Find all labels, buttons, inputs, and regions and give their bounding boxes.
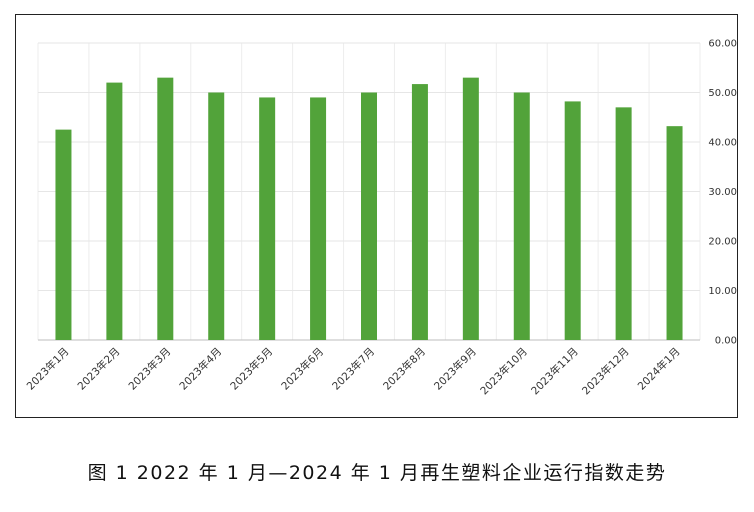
bar	[513, 92, 530, 340]
x-tick-label: 2023年7月	[329, 345, 377, 393]
y-tick-label: 40.00	[708, 138, 737, 149]
bar	[462, 77, 479, 341]
bar	[615, 107, 632, 340]
bars	[55, 77, 683, 341]
y-tick-label: 60.00	[708, 39, 737, 50]
x-tick-label: 2023年11月	[528, 345, 580, 397]
bar	[106, 82, 123, 340]
x-tick-label: 2023年12月	[579, 345, 631, 397]
y-tick-label: 50.00	[708, 88, 737, 99]
x-tick-label: 2023年6月	[279, 345, 327, 393]
bar	[564, 101, 581, 340]
bar	[666, 126, 683, 340]
x-tick-label: 2023年10月	[477, 345, 529, 397]
x-tick-label: 2023年5月	[228, 345, 276, 393]
bar	[259, 97, 276, 340]
bar	[55, 129, 72, 340]
y-tick-label: 30.00	[708, 187, 737, 198]
y-tick-label: 0.00	[715, 336, 737, 347]
y-tick-label: 10.00	[708, 286, 737, 297]
x-tick-label: 2023年1月	[24, 345, 72, 393]
y-tick-label: 20.00	[708, 237, 737, 248]
x-tick-labels: 2023年1月 2023年2月 2023年3月 2023年4月 2023年5月 2023年…	[24, 345, 683, 397]
bar	[310, 97, 327, 340]
x-tick-label: 2024年1月	[635, 345, 683, 393]
x-tick-label: 2023年8月	[380, 345, 428, 393]
bar	[411, 84, 428, 341]
bar-chart: 0.00 10.00 20.00 30.00 40.00 50.00 60.00 2023年…	[24, 39, 737, 398]
bar	[361, 92, 377, 340]
bar	[208, 92, 225, 340]
y-tick-labels: 0.00 10.00 20.00 30.00 40.00 50.00 60.00	[708, 39, 737, 347]
bar	[157, 77, 174, 341]
x-tick-label: 2023年4月	[177, 345, 225, 393]
figure-caption: 图 1 2022 年 1 月—2024 年 1 月再生塑料企业运行指数走势	[87, 462, 667, 484]
x-tick-label: 2023年3月	[126, 345, 174, 393]
x-tick-label: 2023年9月	[431, 345, 479, 393]
x-tick-label: 2023年2月	[75, 345, 123, 393]
